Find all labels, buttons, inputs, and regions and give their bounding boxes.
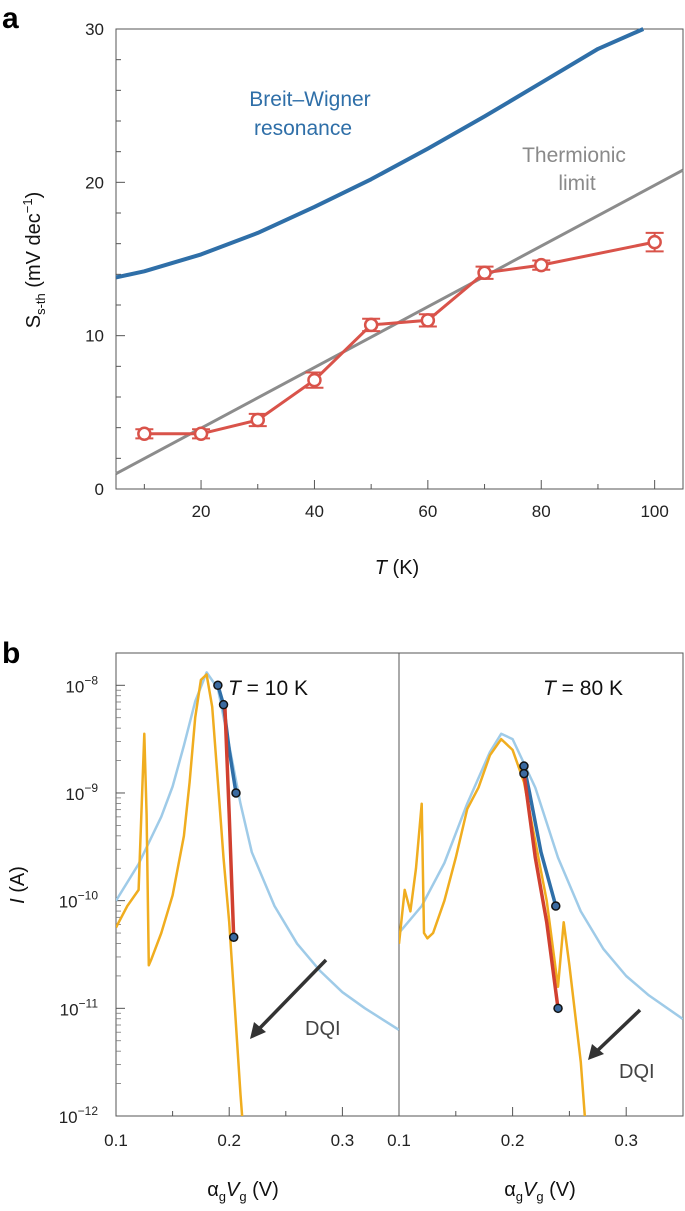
panel-a-x-tick-label: 80 bbox=[532, 502, 551, 521]
fit-endpoint-marker bbox=[553, 1003, 563, 1014]
red-fit-segment bbox=[222, 701, 236, 938]
panel-b-left-temperature: T = 10 K bbox=[228, 677, 308, 700]
panel-b-right-dqi-arrowhead bbox=[588, 1044, 604, 1060]
bw-fit-curve bbox=[116, 671, 399, 1031]
panel-b-y-tick-label: 10−11 bbox=[60, 996, 99, 1019]
fit-endpoint-marker bbox=[231, 788, 241, 798]
fit-endpoint-marker bbox=[213, 680, 223, 691]
panel-a-y-tick-label: 20 bbox=[85, 173, 104, 192]
panel-b-y-tick-label: 10−10 bbox=[59, 889, 99, 912]
data-point bbox=[477, 265, 492, 281]
panel-b-ylabel: I (A) bbox=[7, 866, 29, 904]
panel-a-y-tick-label: 30 bbox=[85, 20, 104, 39]
red-fit-segment bbox=[522, 773, 560, 1009]
panel-a-x-tick-label: 60 bbox=[418, 502, 437, 521]
panel-b-left-xlabel: αgVg (V) bbox=[207, 1179, 279, 1204]
panel-b-right-dqi-arrow bbox=[594, 1008, 642, 1054]
panel-a-frame bbox=[115, 28, 684, 490]
data-point bbox=[137, 426, 152, 442]
measured-current-curve bbox=[116, 673, 244, 1116]
data-point bbox=[534, 257, 549, 273]
bw-annotation-line2: resonance bbox=[254, 117, 352, 140]
fit-endpoint-marker bbox=[519, 768, 529, 779]
data-point bbox=[250, 412, 265, 428]
panel-b-x-tick-label: 0.1 bbox=[104, 1131, 128, 1150]
panel-a-x-tick-label: 20 bbox=[192, 502, 211, 521]
panel-b-x-tick-label: 0.3 bbox=[614, 1131, 638, 1150]
panel-b-x-tick-label: 0.2 bbox=[501, 1131, 525, 1150]
panel-b-right-temperature: T = 80 K bbox=[543, 677, 623, 700]
data-point bbox=[193, 426, 209, 442]
panel-b-x-tick-label: 0.2 bbox=[217, 1131, 241, 1150]
bw-annotation-line1: Breit–Wigner bbox=[249, 88, 370, 111]
panel-a-label: a bbox=[2, 2, 19, 35]
measured-current-curve bbox=[399, 737, 587, 1116]
panel-b-y-tick-label: 10−12 bbox=[59, 1104, 99, 1127]
fit-endpoint-marker bbox=[218, 699, 229, 710]
panel-b-chart: 10−8 10−9 10−10 10−11 10−12 0.1 0.2 0.3 0.1 0.2 0… bbox=[7, 652, 684, 1204]
panel-b-y-tick-label: 10−8 bbox=[65, 673, 98, 696]
panel-a-xlabel: T (K) bbox=[375, 557, 419, 579]
panel-a-x-tick-label: 40 bbox=[305, 502, 324, 521]
panel-b-label: b bbox=[2, 637, 20, 670]
panel-b-x-tick-label: 0.3 bbox=[331, 1131, 355, 1150]
data-point bbox=[307, 372, 322, 388]
data-point bbox=[420, 313, 436, 328]
panel-b-y-tick-label: 10−9 bbox=[65, 781, 98, 804]
panel-a-x-tick-label: 100 bbox=[640, 502, 668, 521]
panel-b-right-dqi-label: DQI bbox=[619, 1061, 655, 1083]
panel-b-left-dqi-arrowhead bbox=[250, 1022, 266, 1039]
panel-a-chart: 0 10 20 30 20 40 60 80 100 Breit–Wigner resonan… bbox=[20, 20, 684, 579]
blue-fit-segment bbox=[522, 765, 558, 907]
fit-endpoint-marker bbox=[228, 932, 239, 943]
thermionic-annotation-line1: Thermionic bbox=[522, 144, 626, 167]
panel-b-left-dqi-arrow bbox=[256, 958, 328, 1032]
breit-wigner-line bbox=[115, 27, 645, 280]
data-point bbox=[363, 317, 379, 333]
thermionic-annotation-line2: limit bbox=[558, 172, 595, 195]
measured-line bbox=[144, 240, 655, 436]
panel-a-y-tick-label: 10 bbox=[85, 327, 104, 346]
panel-a-ylabel: Ss-th (mV dec−1) bbox=[20, 192, 48, 329]
fit-endpoint-marker bbox=[551, 901, 561, 911]
panel-b-right-xlabel: αgVg (V) bbox=[504, 1179, 576, 1204]
panel-a-y-tick-label: 0 bbox=[95, 480, 104, 499]
panel-b-x-tick-label: 0.1 bbox=[387, 1131, 411, 1150]
panel-b-left-dqi-label: DQI bbox=[305, 1018, 341, 1040]
data-point bbox=[647, 234, 662, 250]
